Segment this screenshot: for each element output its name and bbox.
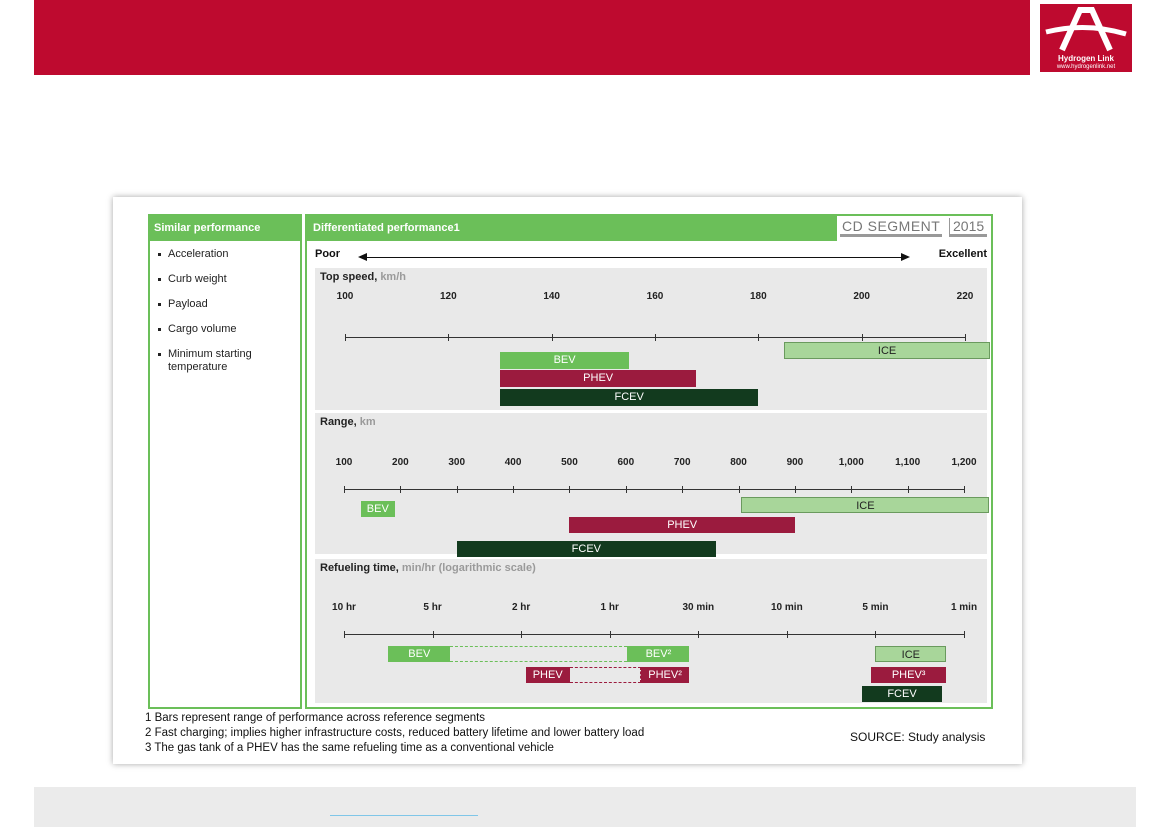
refueling-section: Refueling time, min/hr (logarithmic scal…	[315, 559, 987, 703]
axis-tick-label: 1,200	[951, 457, 977, 468]
bar-fcev: FCEV	[862, 686, 942, 702]
axis-tick-label: 100	[336, 291, 354, 302]
axis-tick-label: 140	[543, 291, 560, 302]
axis-tick-label: 1 hr	[600, 602, 619, 613]
bar-phev: PHEV	[525, 667, 570, 683]
logo-url[interactable]: www.hydrogenlink.net	[1056, 64, 1116, 70]
excellent-label: Excellent	[938, 248, 987, 260]
axis-tick-label: 160	[646, 291, 664, 302]
axis-tick-label: 10 min	[771, 602, 803, 613]
axis-tick	[964, 486, 965, 493]
double-arrow-icon	[358, 253, 910, 261]
axis-tick	[964, 631, 965, 638]
axis-tick-label: 400	[504, 457, 522, 468]
source-note: SOURCE: Study analysis	[850, 730, 986, 744]
bar-ice: ICE	[784, 342, 990, 359]
hydrogen-link-logo[interactable]: Hydrogen Link www.hydrogenlink.net	[1040, 4, 1132, 72]
refueling-unit: min/hr (logarithmic scale)	[401, 562, 536, 574]
bar-phev: PHEV	[500, 370, 697, 387]
bar-fcev: FCEV	[456, 541, 716, 557]
dashed-range-phev	[569, 667, 641, 683]
similar-performance-title: Similar performance	[150, 216, 300, 241]
similar-performance-item: Minimum starting temperature	[158, 348, 278, 374]
axis-tick-label: 2 hr	[511, 602, 531, 613]
top-speed-unit: km/h	[380, 271, 406, 283]
axis-tick-label: 1,100	[895, 457, 921, 468]
bar-ice: ICE	[741, 497, 990, 513]
axis-tick-label: 500	[561, 457, 578, 468]
bar-ice: ICE	[875, 646, 947, 662]
axis-tick-label: 800	[730, 457, 747, 468]
differentiated-performance-panel: Differentiated performance1 CD SEGMENT 2…	[305, 214, 993, 709]
similar-performance-item: Acceleration	[158, 248, 278, 261]
footer-bar	[34, 787, 1136, 827]
bar-bev: BEV	[500, 352, 630, 369]
refueling-title-text: Refueling time,	[320, 562, 399, 574]
similar-performance-item: Payload	[158, 298, 278, 311]
footnote-2: 2 Fast charging; implies higher infrastr…	[145, 727, 645, 739]
axis-tick-label: 5 min	[862, 602, 889, 613]
header-bar	[34, 0, 1030, 75]
axis-tick-label: 900	[786, 457, 804, 468]
axis-tick-label: 600	[617, 457, 635, 468]
differentiated-performance-title: Differentiated performance1	[307, 216, 837, 241]
axis-tick-label: 200	[853, 291, 870, 302]
bar-bev: BEV	[388, 646, 451, 662]
footnote-3: 3 The gas tank of a PHEV has the same re…	[145, 742, 554, 754]
bar-phev: PHEV	[569, 517, 795, 533]
poor-label: Poor	[315, 248, 341, 260]
axis-tick-label: 10 hr	[332, 602, 356, 613]
axis-line	[345, 337, 965, 338]
axis-line	[344, 489, 964, 490]
refueling-title: Refueling time, min/hr (logarithmic scal…	[320, 562, 536, 574]
bar-bev: BEV²	[627, 646, 690, 662]
segment-label: CD SEGMENT	[840, 218, 943, 237]
bar-phev: PHEV²	[640, 667, 690, 683]
similar-performance-item: Cargo volume	[158, 323, 278, 336]
range-section: Range, km 100 200 300 400 500 600 700 800 900 1,0…	[315, 413, 990, 557]
range-title: Range, km	[320, 416, 376, 428]
performance-scale: Poor Excellent	[315, 248, 987, 268]
axis-tick-label: 5 hr	[423, 602, 442, 613]
axis-tick-label: 30 min	[682, 602, 715, 613]
axis-tick-label: 100	[335, 457, 353, 468]
dashed-range-bev	[450, 646, 628, 662]
range-unit: km	[359, 416, 376, 428]
year-label: 2015	[949, 218, 988, 237]
axis-tick-label: 700	[673, 457, 691, 468]
footnote-1: 1 Bars represent range of performance ac…	[145, 712, 486, 724]
top-speed-section: Top speed, km/h 100 120 140 160 180 200 220 BEV…	[315, 268, 990, 410]
axis-tick-label: 1 min	[950, 602, 978, 613]
axis-tick-label: 300	[448, 457, 466, 468]
bar-fcev: FCEV	[500, 389, 759, 406]
top-speed-title: Top speed, km/h	[320, 271, 406, 283]
logo-text: Hydrogen Link	[1057, 54, 1114, 63]
similar-performance-panel: Similar performance Acceleration Curb wei…	[148, 214, 302, 709]
axis-tick-label: 1,000	[838, 457, 864, 468]
axis-tick-label: 220	[956, 291, 974, 302]
logo-mark-icon	[1045, 7, 1127, 52]
range-title-text: Range,	[320, 416, 357, 428]
axis-tick-label: 120	[439, 291, 457, 302]
top-speed-title-text: Top speed,	[320, 271, 378, 283]
axis-tick	[965, 334, 966, 341]
similar-performance-item: Curb weight	[158, 273, 278, 286]
bar-bev: BEV	[360, 501, 395, 517]
footer-link[interactable]	[330, 815, 478, 816]
axis-tick-label: 200	[392, 457, 409, 468]
bar-phev: PHEV³	[871, 667, 947, 683]
axis-tick-label: 180	[749, 291, 767, 302]
axis-line	[344, 634, 964, 635]
similar-performance-list: Acceleration Curb weight Payload Cargo volu…	[150, 248, 278, 386]
